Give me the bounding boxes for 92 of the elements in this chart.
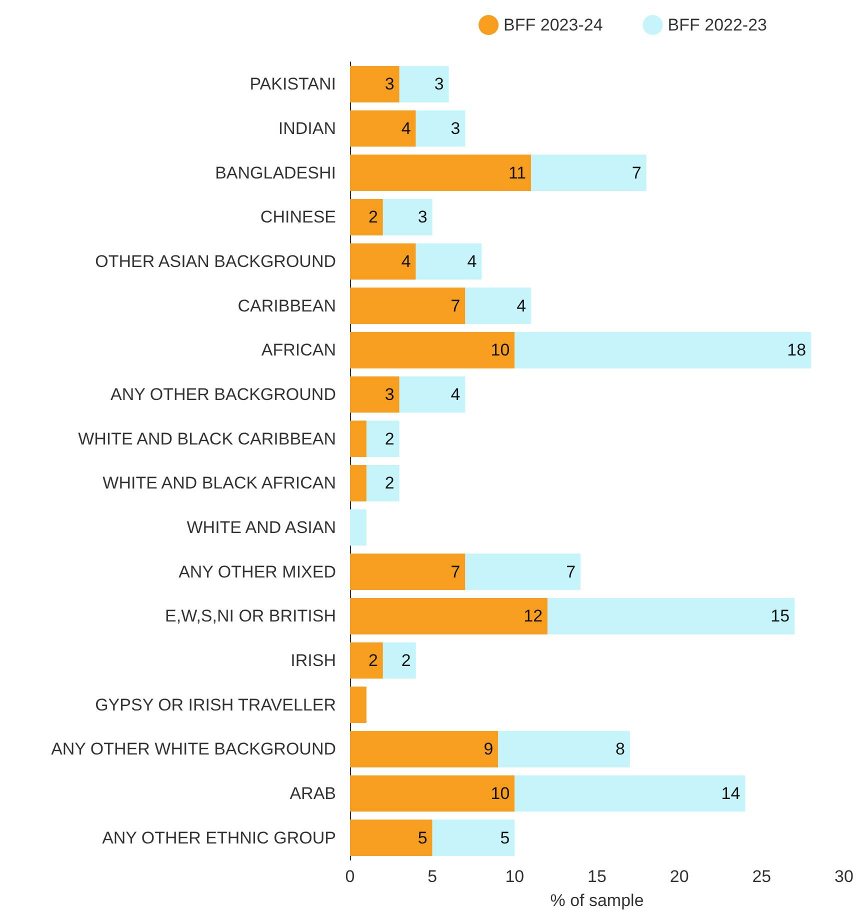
data-label: 11 xyxy=(508,163,526,182)
data-label: 4 xyxy=(401,119,411,138)
y-tick-label: WHITE AND BLACK CARIBBEAN xyxy=(78,429,336,448)
legend-label: BFF 2023-24 xyxy=(504,16,603,34)
bar xyxy=(498,730,630,768)
bar xyxy=(382,198,432,236)
data-label: 3 xyxy=(384,74,394,94)
bar xyxy=(350,154,532,192)
data-label: 2 xyxy=(368,208,378,227)
data-label: 7 xyxy=(566,562,576,582)
bar xyxy=(416,243,482,280)
data-label: 3 xyxy=(384,385,394,404)
y-tick-label: PAKISTANI xyxy=(250,74,336,94)
y-tick-label: ANY OTHER ETHNIC GROUP xyxy=(102,828,336,848)
data-label: 3 xyxy=(418,208,428,227)
bar xyxy=(465,554,581,590)
bar xyxy=(432,820,515,856)
bar xyxy=(350,642,383,679)
bar xyxy=(350,686,366,724)
data-label: 3 xyxy=(450,119,460,138)
data-label: 5 xyxy=(500,828,510,848)
bar xyxy=(350,820,432,856)
data-label: 9 xyxy=(484,740,494,759)
bar xyxy=(350,554,466,590)
data-label: 7 xyxy=(632,163,642,182)
bar xyxy=(350,243,416,280)
bar xyxy=(465,288,532,324)
y-tick-label: WHITE AND BLACK AFRICAN xyxy=(102,474,336,493)
bar xyxy=(350,376,400,413)
bar xyxy=(399,66,449,102)
y-tick-label: AFRICAN xyxy=(261,340,336,360)
y-tick-label: BANGLADESHI xyxy=(215,163,336,182)
bar xyxy=(350,288,466,324)
data-label: 4 xyxy=(467,252,477,271)
legend-label: BFF 2022-23 xyxy=(668,16,768,34)
y-tick-label: ANY OTHER BACKGROUND xyxy=(110,385,336,404)
y-tick-label: ANY OTHER WHITE BACKGROUND xyxy=(51,740,336,759)
data-label: 8 xyxy=(615,740,625,759)
bar xyxy=(350,198,383,236)
x-tick-label: 30 xyxy=(834,867,854,886)
bar xyxy=(350,420,366,458)
x-tick-label: 25 xyxy=(752,867,772,886)
bar xyxy=(350,66,400,102)
data-label: 4 xyxy=(516,296,526,316)
bar xyxy=(531,154,646,192)
y-tick-label: GYPSY OR IRISH TRAVELLER xyxy=(95,695,336,714)
bar xyxy=(366,464,400,502)
y-tick-label: INDIAN xyxy=(278,119,336,138)
bar xyxy=(350,464,366,502)
data-label: 2 xyxy=(368,651,378,670)
y-tick-label: E,W,S,NI OR BRITISH xyxy=(165,606,336,626)
bar xyxy=(350,775,515,812)
x-tick-label: 0 xyxy=(345,867,355,886)
y-tick-label: WHITE AND ASIAN xyxy=(186,518,336,537)
data-label: 18 xyxy=(787,340,806,360)
data-label: 3 xyxy=(434,74,444,94)
y-tick-label: ANY OTHER MIXED xyxy=(178,562,336,582)
x-tick-label: 15 xyxy=(588,867,606,886)
data-label: 5 xyxy=(418,828,428,848)
y-tick-label: ARAB xyxy=(290,784,336,803)
bar xyxy=(350,598,548,634)
data-label: 2 xyxy=(384,474,394,493)
data-label: 7 xyxy=(450,296,460,316)
bar xyxy=(350,509,366,546)
x-tick-label: 10 xyxy=(505,867,524,886)
data-label: 14 xyxy=(721,784,740,803)
data-label: 10 xyxy=(490,784,510,803)
data-label: 15 xyxy=(770,606,790,626)
data-label: 12 xyxy=(524,606,543,626)
x-tick-label: 5 xyxy=(428,867,438,886)
bar xyxy=(416,110,466,147)
bar xyxy=(350,332,515,368)
bar xyxy=(514,332,812,368)
data-label: 2 xyxy=(401,651,411,670)
data-label: 10 xyxy=(490,340,510,360)
x-axis-title: % of sample xyxy=(550,891,644,910)
bar xyxy=(548,598,795,634)
data-label: 4 xyxy=(450,385,460,404)
x-tick-label: 20 xyxy=(670,867,689,886)
y-tick-label: OTHER ASIAN BACKGROUND xyxy=(95,252,336,271)
bar xyxy=(366,420,400,458)
bar xyxy=(382,642,416,679)
y-tick-label: CHINESE xyxy=(260,208,336,227)
bar xyxy=(399,376,466,413)
data-label: 7 xyxy=(450,562,460,582)
bar xyxy=(514,775,746,812)
data-label: 2 xyxy=(384,429,394,448)
data-label: 4 xyxy=(401,252,411,271)
y-tick-label: IRISH xyxy=(290,651,336,670)
bar xyxy=(350,110,416,147)
y-tick-label: CARIBBEAN xyxy=(238,296,336,316)
bar xyxy=(350,730,498,768)
